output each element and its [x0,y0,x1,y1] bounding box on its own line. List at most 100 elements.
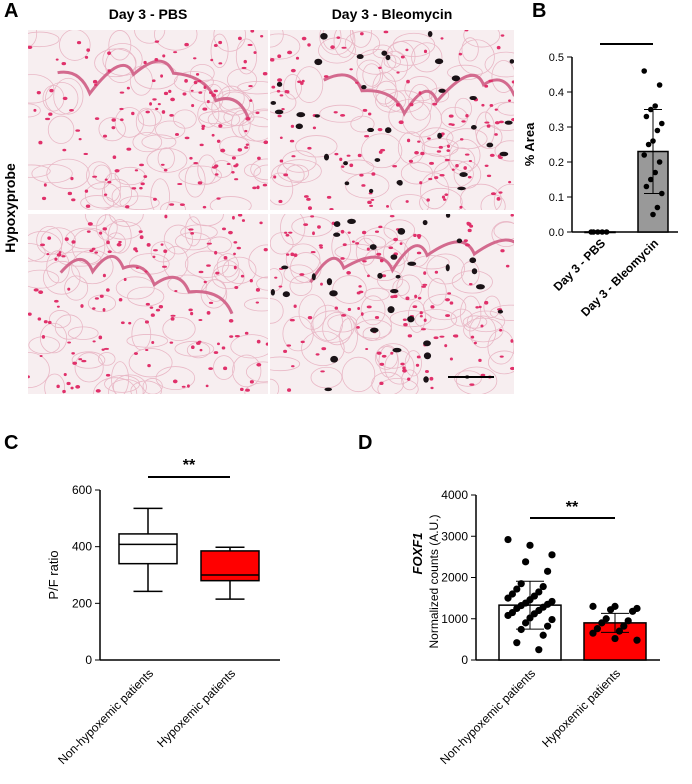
nucleus [177,183,183,186]
alveolar-wall [112,374,147,394]
significance-label: *** [617,40,636,45]
nucleus [307,315,313,320]
nucleus [405,200,409,203]
nucleus [467,175,472,179]
nucleus [278,285,283,288]
alveolar-wall [421,138,459,157]
data-point [589,602,597,610]
nucleus [262,183,268,187]
alveolar-wall [155,366,196,390]
hypoxyprobe-stain [385,127,392,134]
alveolar-wall [49,310,72,329]
nucleus [78,358,83,361]
nucleus [334,152,339,156]
nucleus [440,37,444,40]
data-point [648,106,654,113]
nucleus [367,274,370,278]
panel-d-letter: D [358,432,373,454]
alveolar-wall [150,241,176,263]
nucleus [300,340,305,344]
micrograph-pbs-top [28,30,268,210]
nucleus [151,340,155,344]
nucleus [214,250,218,255]
nucleus [208,301,214,304]
nucleus [214,173,219,176]
nucleus [61,255,66,258]
hypoxyprobe-stain [295,123,303,130]
nucleus [376,351,382,355]
nucleus [423,318,427,322]
hypoxyprobe-stain [392,347,402,353]
nucleus [233,252,236,256]
alveolar-wall [428,87,450,103]
alveolar-wall [109,214,144,227]
nucleus [94,83,98,86]
data-point [504,611,512,620]
nucleus [291,365,295,368]
alveolar-wall [364,287,390,301]
nucleus [41,196,47,201]
nucleus [89,249,94,253]
vessel-wall [57,59,250,118]
nucleus [323,75,329,78]
nucleus [256,362,262,367]
nucleus [434,176,439,180]
alveolar-wall [59,30,91,61]
nucleus [102,227,107,231]
alveolar-wall [427,278,447,306]
nucleus [349,68,353,71]
hypoxyprobe-stain [459,172,468,177]
alveolar-wall [489,304,514,321]
alveolar-wall [362,327,381,341]
nucleus [374,315,380,319]
alveolar-wall [270,232,294,255]
nucleus [416,355,421,359]
nucleus [376,252,382,256]
alveolar-wall [160,201,186,210]
nucleus [56,384,60,389]
alveolar-wall [98,352,116,366]
nucleus [139,186,143,190]
data-point [522,558,530,566]
nucleus [36,91,41,95]
nucleus [465,243,470,247]
hypoxyprobe-stain [486,142,494,148]
alveolar-wall [218,85,245,111]
nucleus [216,139,221,143]
nucleus [486,174,492,178]
alveolar-wall [46,158,90,190]
nucleus [466,221,471,225]
data-point [629,607,637,615]
alveolar-wall [407,300,426,333]
data-point [643,183,650,190]
nucleus [306,197,311,201]
alveolar-wall [463,317,504,343]
alveolar-wall [155,120,186,140]
nucleus [389,214,395,218]
nucleus [232,215,235,220]
alveolar-wall [47,115,75,144]
nucleus [420,151,425,156]
alveolar-wall [243,163,261,177]
nucleus [341,46,347,49]
alveolar-wall [411,42,443,73]
nucleus [439,174,445,177]
nucleus [245,146,249,149]
data-point [526,541,534,549]
data-point [633,636,641,644]
data-point [535,646,543,654]
nucleus [494,133,498,136]
alveolar-wall [93,377,138,394]
nucleus [449,301,454,305]
nucleus [421,285,427,288]
nucleus [38,140,43,145]
nucleus [103,347,110,350]
y-axis-label: Normalized counts (A.U.) [427,514,441,648]
nucleus [46,252,50,256]
hypoxyprobe-stain [381,50,388,56]
nucleus [102,134,108,138]
nucleus [494,108,498,111]
x-tick-label: Hypoxemic patients [154,666,238,750]
nucleus [390,351,394,355]
nucleus [211,93,217,97]
